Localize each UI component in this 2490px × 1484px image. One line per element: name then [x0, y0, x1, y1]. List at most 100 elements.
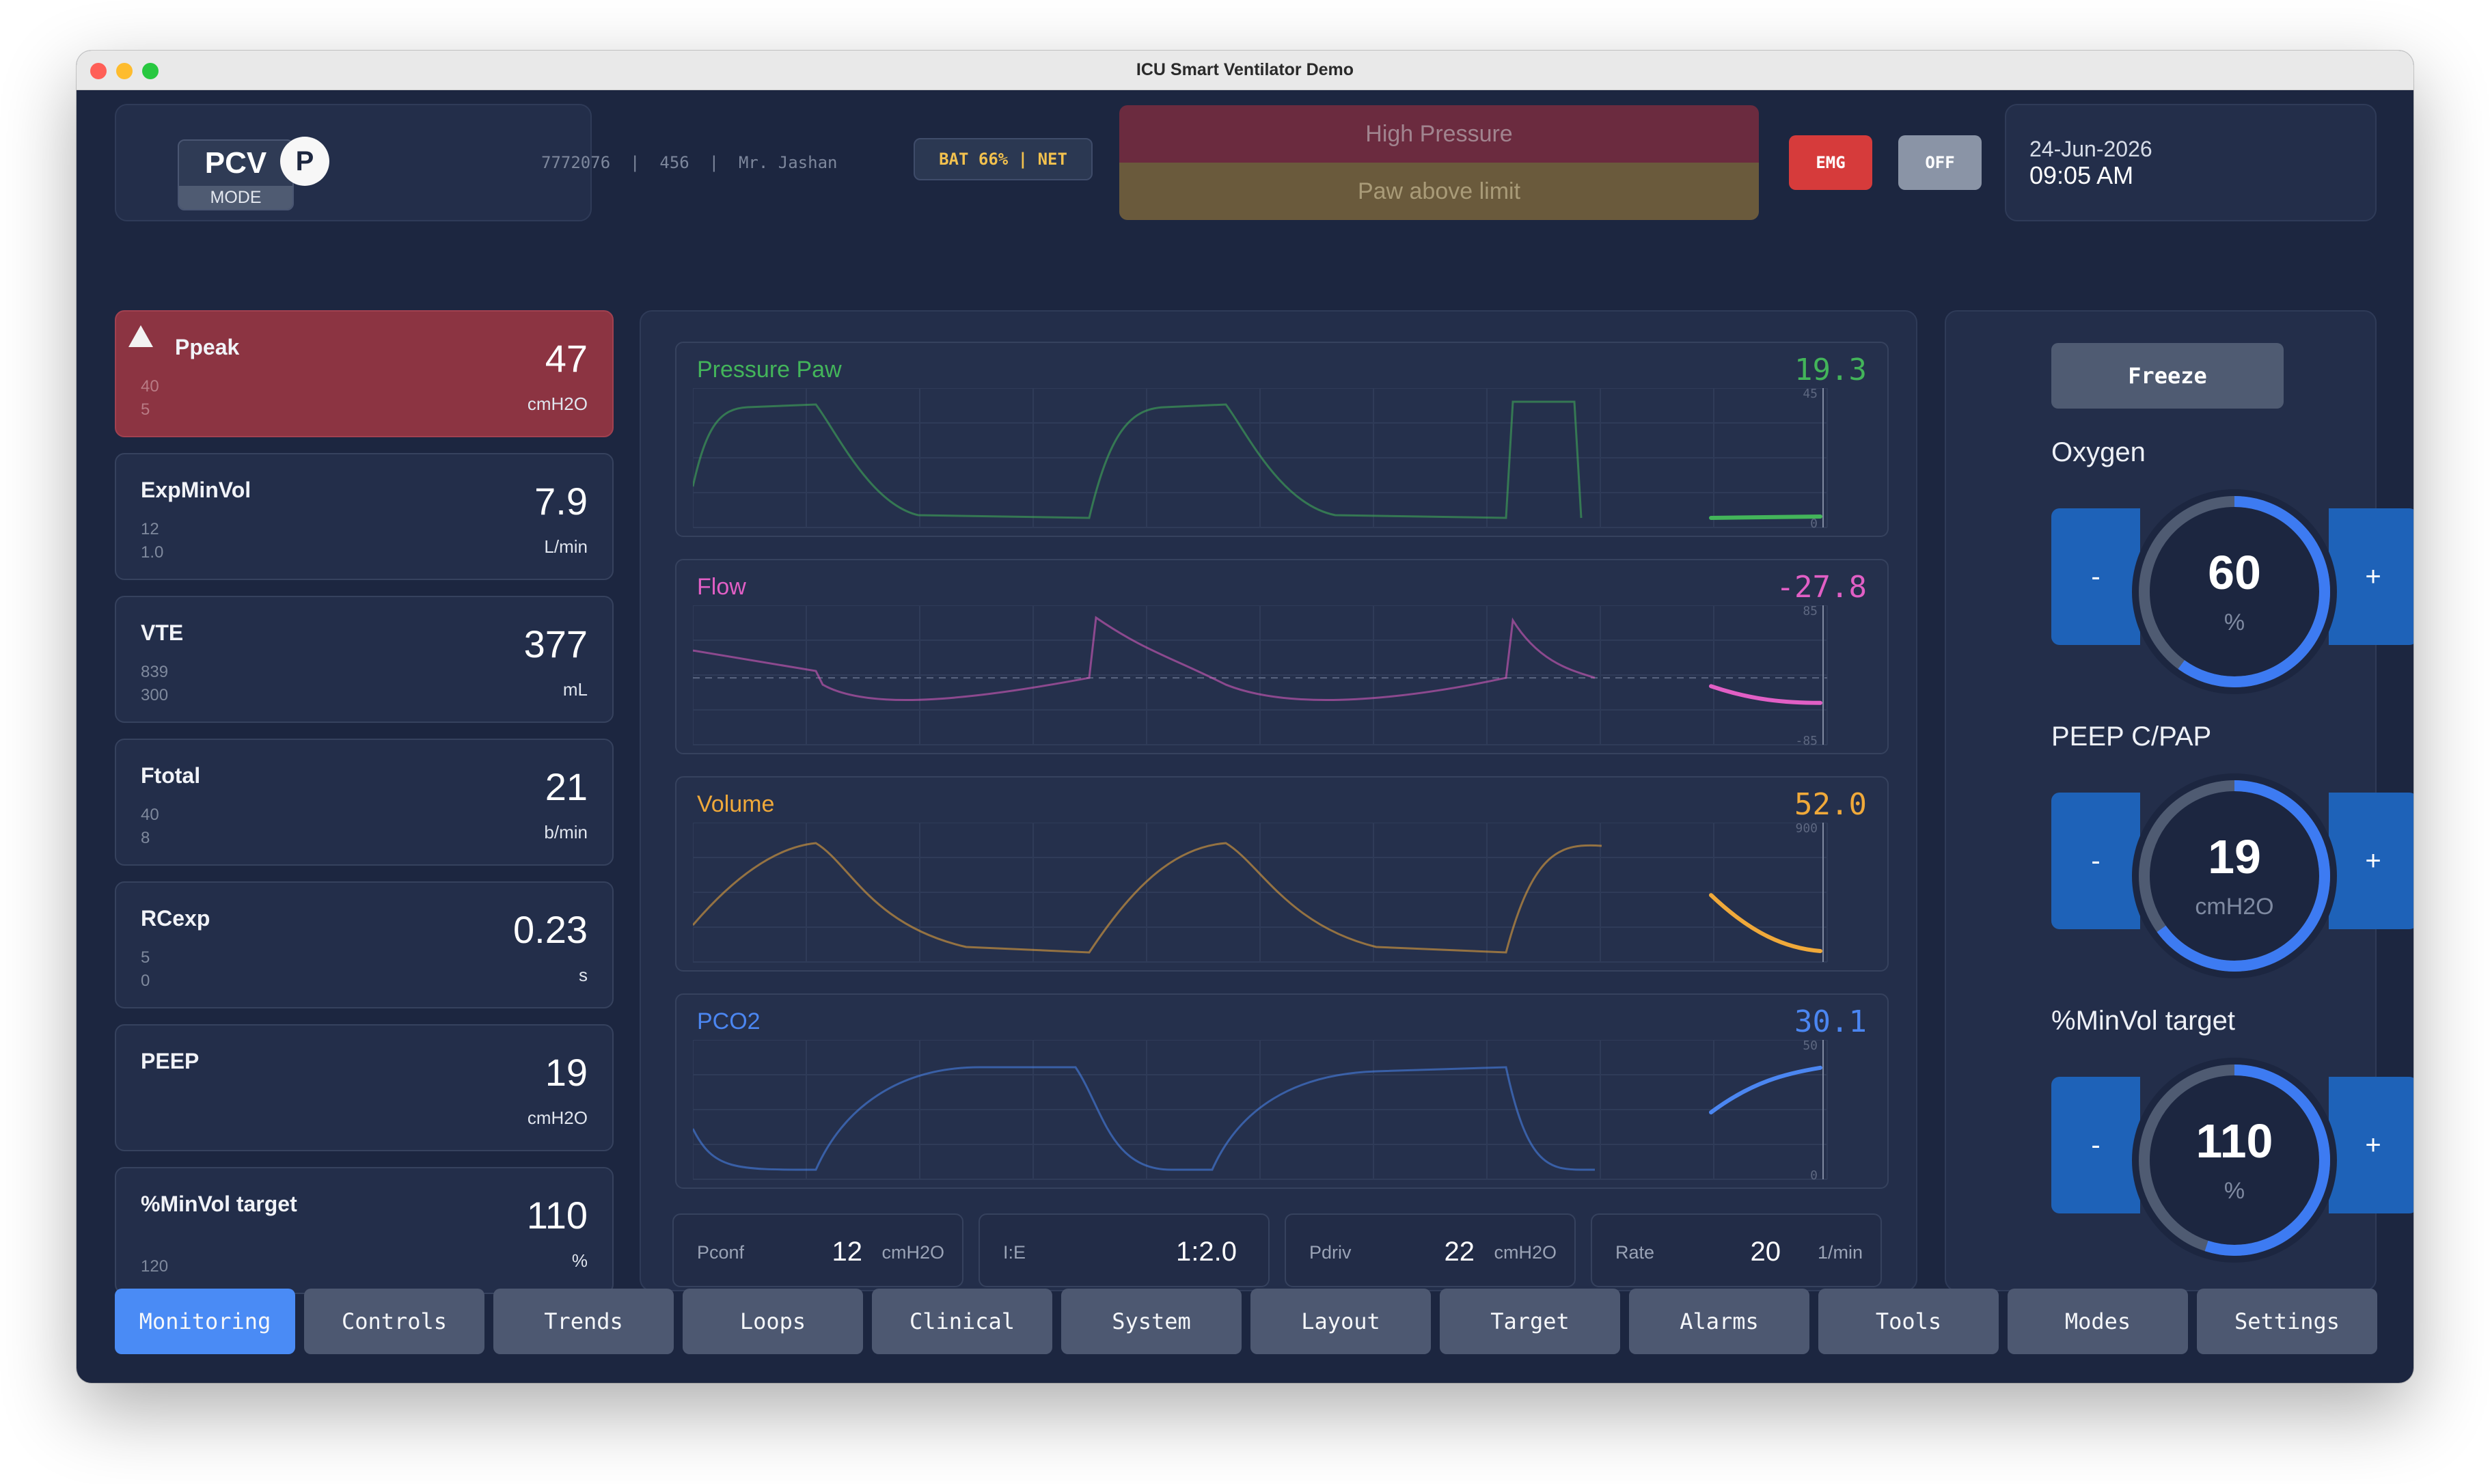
waveform-live-trace	[1709, 514, 1822, 520]
nav-tab-trends[interactable]: Trends	[493, 1289, 674, 1354]
dial-ring	[2139, 496, 2330, 687]
increase-button[interactable]: +	[2329, 508, 2413, 645]
param-name: %MinVol target	[141, 1192, 297, 1216]
waveform-panel: Pressure Paw 19.3 45 0 Flow -27.8 85 -85 Volume 5…	[640, 310, 1917, 1291]
increase-button[interactable]: +	[2329, 1077, 2413, 1213]
control-value: 110	[2195, 1114, 2273, 1168]
ventilator-screen: PCV MODE P 7772076 | 456 | Mr. Jashan BA…	[77, 90, 2413, 1383]
param-card[interactable]: %MinVol target 120 110%	[115, 1167, 614, 1294]
waveform-live-trace	[1709, 893, 1822, 953]
nav-tab-loops[interactable]: Loops	[683, 1289, 863, 1354]
minimize-window-button[interactable]	[116, 63, 133, 79]
summary-label: I:E	[1003, 1242, 1026, 1263]
freeze-button[interactable]: Freeze	[2051, 343, 2284, 409]
nav-tab-modes[interactable]: Modes	[2008, 1289, 2188, 1354]
waveform-chart: Pressure Paw 19.3 45 0	[675, 342, 1889, 537]
param-unit: b/min	[544, 822, 588, 842]
param-card[interactable]: Ppeak 40 5 47 cmH2O	[115, 310, 614, 437]
nav-tab-tools[interactable]: Tools	[1818, 1289, 1999, 1354]
param-card[interactable]: RCexp 5 0 0.23 s	[115, 881, 614, 1008]
summary-label: Rate	[1615, 1242, 1655, 1263]
summary-label: Pconf	[697, 1242, 745, 1263]
param-unit: mL	[562, 679, 588, 700]
param-low-limit: 0	[141, 972, 150, 990]
param-unit: cmH2O	[527, 1108, 588, 1128]
control-unit: cmH2O	[2195, 894, 2274, 920]
scale-bottom-label: 0	[1810, 517, 1818, 531]
control-unit: %	[2224, 609, 2245, 635]
param-low-limit: 300	[141, 686, 169, 704]
nav-tab-alarms[interactable]: Alarms	[1629, 1289, 1809, 1354]
nav-tab-controls[interactable]: Controls	[304, 1289, 484, 1354]
scale-bottom-label: -85	[1795, 734, 1818, 748]
nav-tab-layout[interactable]: Layout	[1250, 1289, 1431, 1354]
param-name: PEEP	[141, 1049, 200, 1073]
param-low-limit: 8	[141, 829, 150, 847]
summary-value: 20	[1750, 1237, 1781, 1267]
title-bar: ICU Smart Ventilator Demo	[77, 51, 2413, 90]
summary-box: Pconf 12 cmH2O	[672, 1213, 963, 1287]
control-dial[interactable]: 110%	[2132, 1058, 2337, 1263]
alarm-paw-limit[interactable]: Paw above limit	[1119, 163, 1759, 220]
summary-label: Pdriv	[1309, 1242, 1352, 1263]
mode-panel: PCV MODE	[115, 104, 592, 221]
zoom-window-button[interactable]	[142, 63, 159, 79]
scale-top-label: 45	[1803, 388, 1818, 401]
patient-info: 7772076 | 456 | Mr. Jashan	[541, 153, 838, 172]
off-button[interactable]: OFF	[1898, 135, 1982, 190]
param-high-limit: 40	[141, 377, 159, 396]
waveform-trace	[693, 842, 1602, 954]
alarm-banner[interactable]: High Pressure Paw above limit	[1119, 105, 1759, 220]
dial-progress	[2139, 1064, 2330, 1256]
datetime-panel	[2005, 104, 2377, 221]
summary-unit: cmH2O	[881, 1242, 944, 1263]
control-dial[interactable]: 60%	[2132, 489, 2337, 694]
scale-top-label: 900	[1795, 823, 1818, 836]
p-indicator[interactable]: P	[280, 137, 329, 186]
param-unit: %	[571, 1250, 588, 1271]
status-badge: BAT 66% | NET	[914, 138, 1093, 180]
param-name: VTE	[141, 620, 184, 645]
waveform-value: 30.1	[1794, 1004, 1867, 1039]
dial-progress	[2139, 780, 2330, 972]
mode-name: PCV	[204, 146, 267, 180]
decrease-button[interactable]: -	[2051, 508, 2140, 645]
waveform-value: 52.0	[1794, 787, 1867, 822]
summary-value: 22	[1444, 1237, 1475, 1267]
mode-selector[interactable]: PCV MODE	[178, 139, 294, 210]
param-high-limit: 12	[141, 520, 159, 538]
param-high-limit: 40	[141, 806, 159, 824]
param-name: Ppeak	[175, 335, 240, 359]
param-card[interactable]: Ftotal 40 8 21 b/min	[115, 739, 614, 866]
waveform-trace	[693, 1066, 1595, 1171]
control-title: Oxygen	[2051, 437, 2146, 467]
close-window-button[interactable]	[90, 63, 107, 79]
waveform-value: -27.8	[1776, 570, 1867, 605]
param-card[interactable]: PEEP 19 cmH2O	[115, 1024, 614, 1151]
param-card[interactable]: VTE 839 300 377 mL	[115, 596, 614, 723]
decrease-button[interactable]: -	[2051, 1077, 2140, 1213]
app-window: ICU Smart Ventilator Demo PCV MODE P 777…	[77, 51, 2413, 1383]
summary-box: I:E 1:2.0	[979, 1213, 1270, 1287]
summary-box: Rate 20 1/min	[1591, 1213, 1882, 1287]
nav-tab-clinical[interactable]: Clinical	[872, 1289, 1052, 1354]
nav-tab-target[interactable]: Target	[1440, 1289, 1620, 1354]
control-dial[interactable]: 19 cmH2O	[2132, 773, 2337, 978]
date-display: 24-Jun-2026	[2029, 137, 2152, 161]
waveform-trace	[693, 400, 1583, 519]
scale-top-label: 85	[1803, 605, 1818, 618]
param-value: 21	[545, 765, 588, 808]
waveform-plot: 45 0	[693, 388, 1828, 531]
nav-tab-monitoring[interactable]: Monitoring	[115, 1289, 295, 1354]
nav-tab-settings[interactable]: Settings	[2197, 1289, 2377, 1354]
control-dial-group: - +60%	[2051, 489, 2413, 694]
control-title: PEEP C/PAP	[2051, 722, 2212, 752]
nav-tab-system[interactable]: System	[1061, 1289, 1242, 1354]
increase-button[interactable]: +	[2329, 793, 2413, 929]
summary-value: 12	[832, 1237, 863, 1267]
alarm-high-pressure[interactable]: High Pressure	[1119, 105, 1759, 163]
param-card[interactable]: ExpMinVol 12 1.0 7.9 L/min	[115, 453, 614, 580]
dial-ring	[2139, 1064, 2330, 1256]
decrease-button[interactable]: -	[2051, 793, 2140, 929]
emergency-button[interactable]: EMG	[1789, 135, 1872, 190]
